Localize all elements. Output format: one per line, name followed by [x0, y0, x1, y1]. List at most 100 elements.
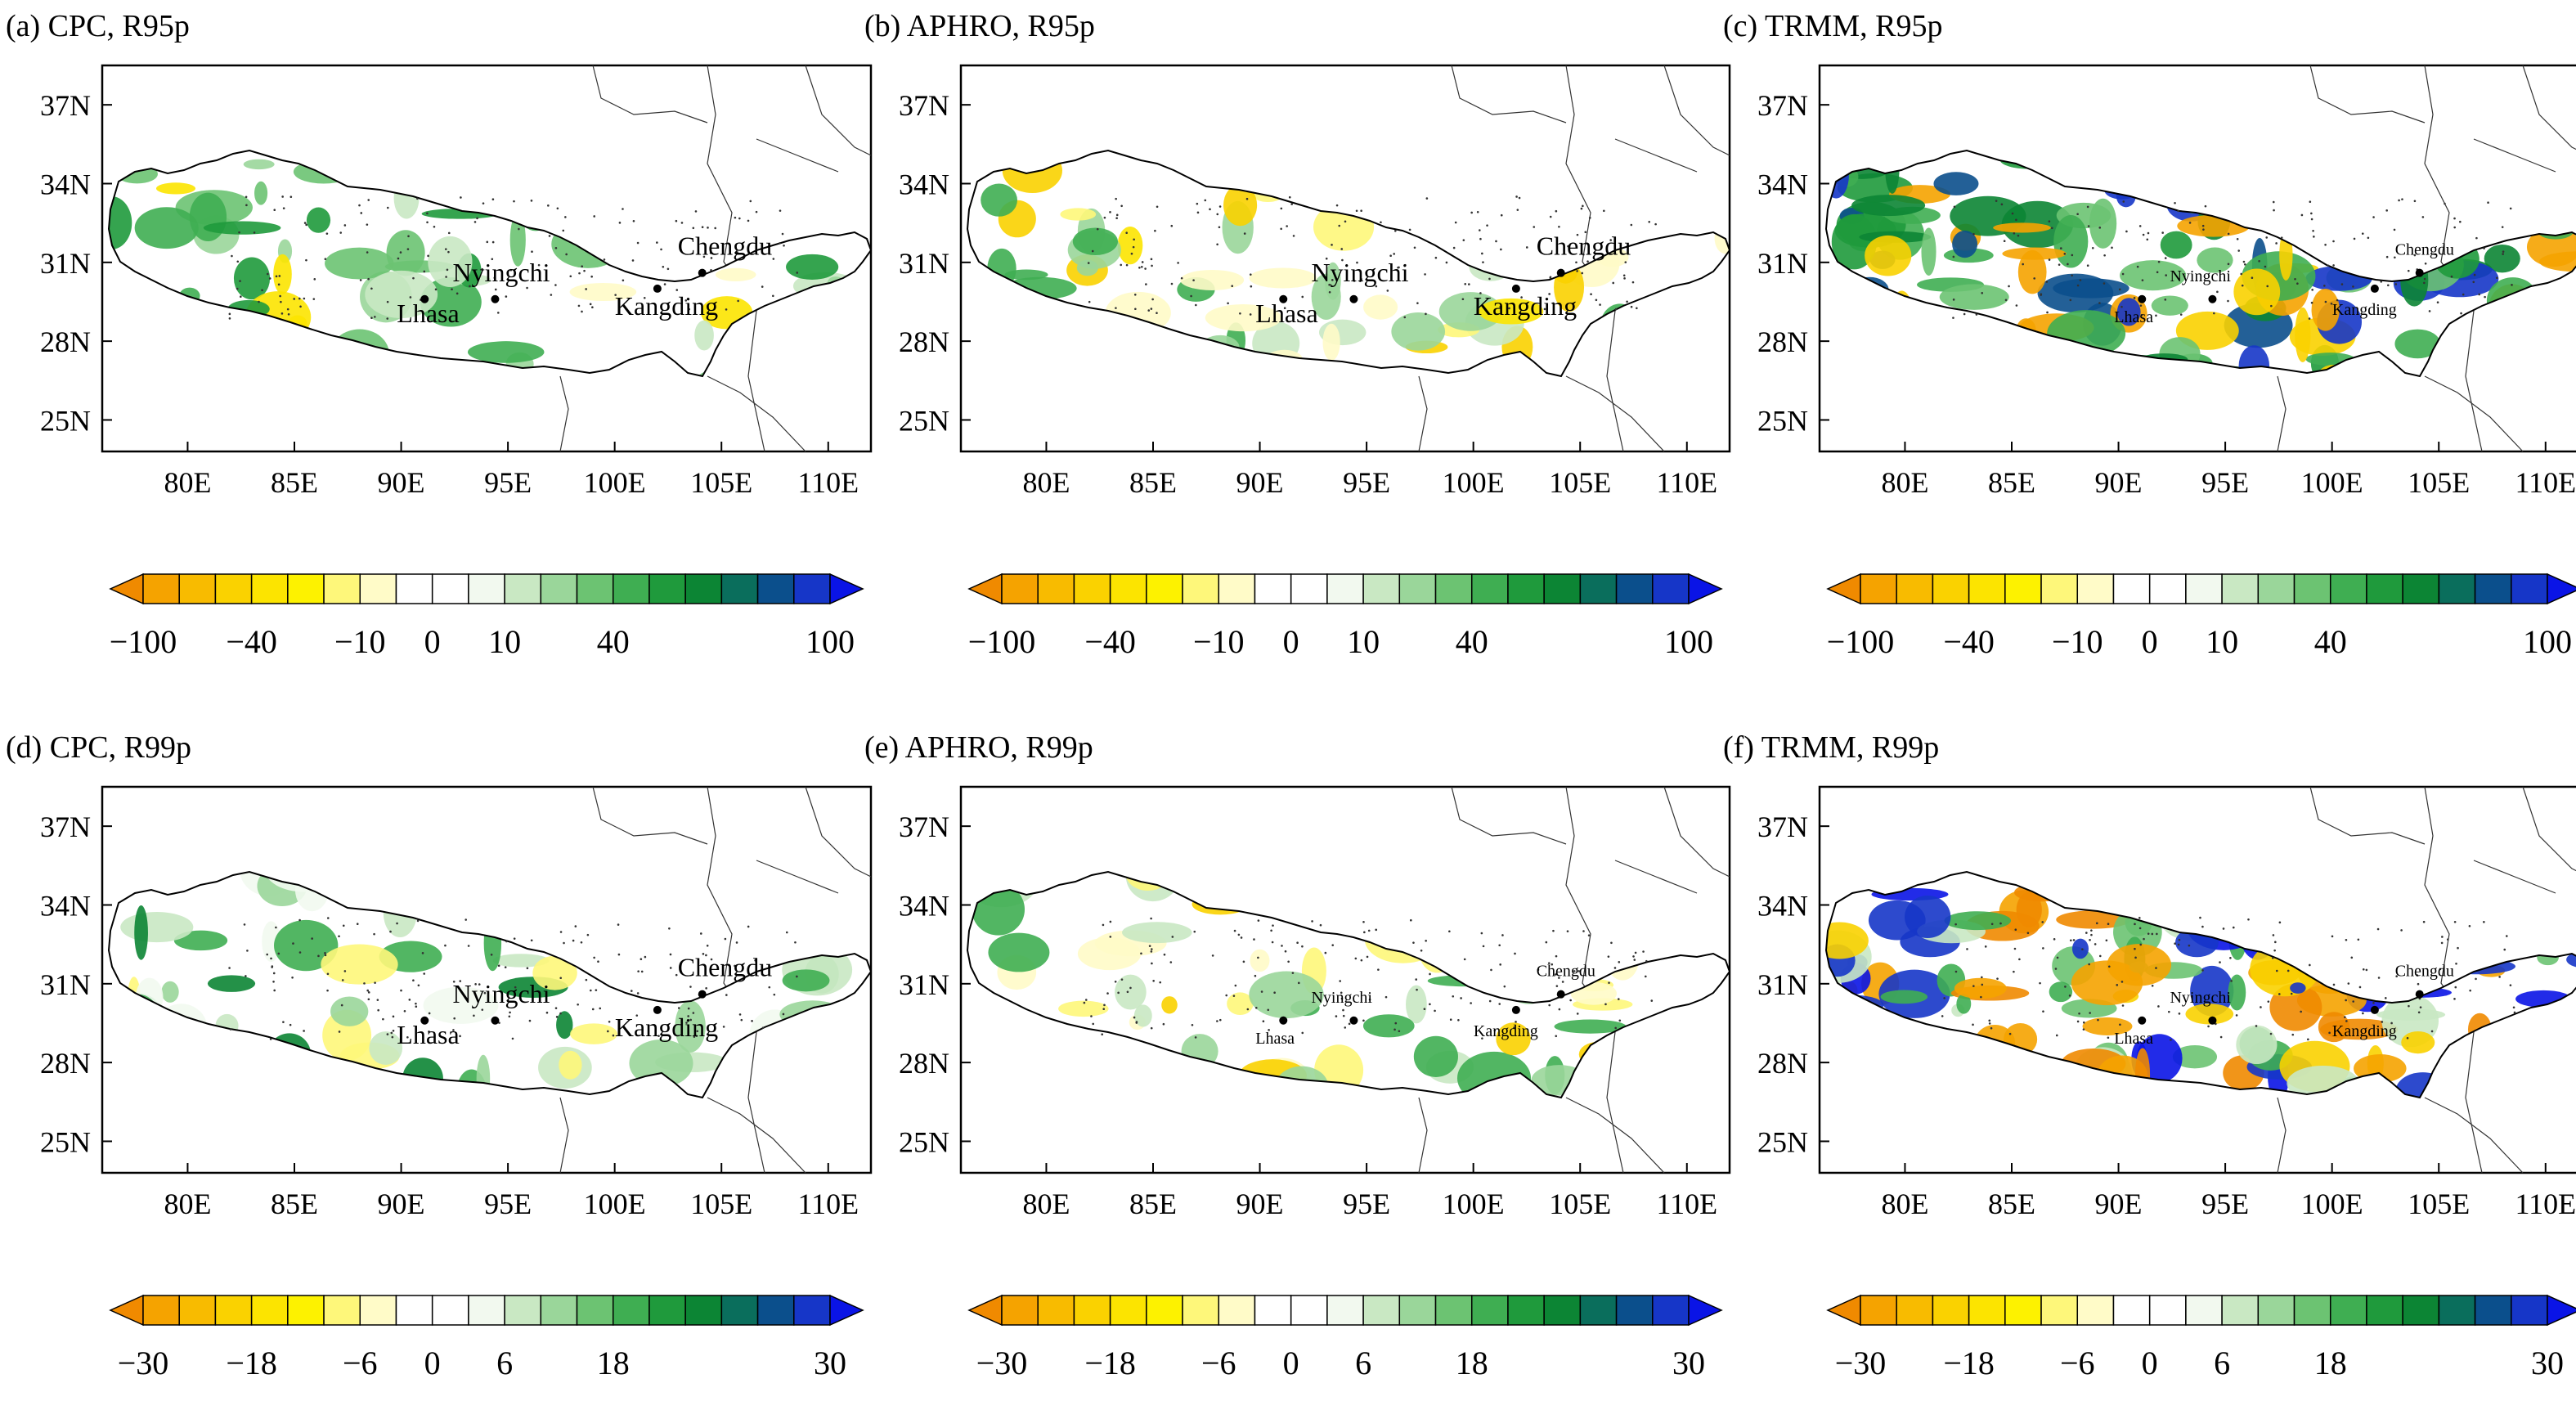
colorbar-tick-label: −6 [343, 1345, 378, 1381]
colorbar-cell [2185, 573, 2223, 604]
colorbar-tick-label: −6 [2060, 1345, 2095, 1381]
lon-tick-label: 85E [1988, 1188, 2035, 1220]
lon-tick-label: 105E [1549, 466, 1611, 499]
colorbar-tick-label: −18 [1943, 1345, 1995, 1381]
lat-tick-label: 31N [40, 968, 91, 1001]
panel-title: (e) APHRO, R99p [864, 730, 1093, 765]
lon-tick-label: 80E [1881, 1188, 1928, 1220]
province-boundaries [559, 786, 872, 1174]
colorbar-tick-label: 0 [424, 623, 441, 660]
lat-tick-label: 28N [40, 326, 91, 358]
colorbar-cell [2366, 1295, 2403, 1326]
colorbar-tick-label: 0 [2142, 623, 2158, 660]
colorbar-tick-label: 6 [2214, 1345, 2230, 1381]
lon-tick-label: 100E [584, 466, 646, 499]
colorbar-cell [2185, 1295, 2223, 1326]
colorbar: −100 −40 −10 0 10 40 100 [967, 573, 1723, 660]
colorbar-cell [2257, 1295, 2296, 1326]
colorbar-cell [2474, 573, 2512, 604]
colorbar-cell [1579, 1295, 1618, 1326]
lon-tick-label: 80E [1022, 466, 1070, 499]
colorbar-tick-label: 0 [1283, 1345, 1299, 1381]
lat-tick-label: 28N [1757, 326, 1808, 358]
colorbar-cell [142, 573, 180, 604]
colorbar-tick-label: −100 [1827, 623, 1895, 660]
colorbar-cell [684, 1295, 723, 1326]
colorbar-tick-label: −18 [1084, 1345, 1136, 1381]
colorbar-cell [178, 1295, 217, 1326]
colorbar-cell [287, 573, 325, 604]
city-label: Nyingchi [1311, 258, 1408, 287]
city-marker [653, 284, 662, 293]
colorbar-tick-label: 100 [1664, 623, 1713, 660]
colorbar-tick-label: 10 [1347, 623, 1380, 660]
colorbar-cell [756, 1295, 795, 1326]
lat-tick-label: 31N [1757, 968, 1808, 1001]
colorbar-cell [1182, 1295, 1220, 1326]
map-panel: (c) TRMM, R95p Nyingchi Lhasa Chengdu Kangdi… [1723, 9, 2576, 660]
colorbar-cell [1652, 1295, 1690, 1326]
city-label: Lhasa [397, 1020, 459, 1049]
city-marker [420, 1016, 429, 1025]
lat-tick-label: 25N [899, 404, 949, 437]
lon-tick-label: 90E [2095, 1188, 2143, 1220]
city-marker [698, 990, 707, 999]
colorbar-tick-label: −10 [2052, 623, 2103, 660]
colorbar-cell [504, 1295, 542, 1326]
lon-tick-label: 80E [164, 1188, 211, 1220]
colorbar-cell [1470, 573, 1509, 604]
city-label: Chengdu [678, 953, 773, 982]
colorbar-cell [1073, 573, 1111, 604]
lon-tick-label: 100E [2301, 1188, 2363, 1220]
city-marker [1556, 268, 1565, 277]
panels-group: (a) CPC, R95p Nyingchi Lhasa Chengdu Kangdin… [6, 9, 2576, 1381]
province-boundaries [1418, 65, 1730, 452]
colorbar-cell [1218, 1295, 1256, 1326]
city-label: Kangding [2332, 301, 2397, 319]
colorbar-tick-label: −40 [226, 623, 277, 660]
colorbar-cell [1254, 573, 1292, 604]
colorbar-tick-label: −30 [1835, 1345, 1887, 1381]
lat-tick-label: 28N [899, 1047, 949, 1080]
colorbar-cell [576, 573, 614, 604]
lat-tick-label: 37N [899, 811, 949, 843]
colorbar-cell [2293, 573, 2331, 604]
city-label: Kangding [615, 291, 718, 321]
colorbar-cell [1290, 573, 1328, 604]
lat-tick-label: 34N [1757, 889, 1808, 922]
colorbar-cell [142, 1295, 180, 1326]
colorbar-cell [2112, 573, 2151, 604]
city-label: Chengdu [1537, 231, 1631, 261]
city-label: Kangding [2332, 1022, 2397, 1040]
colorbar-cell [1182, 573, 1220, 604]
colorbar-cell [2511, 1295, 2548, 1326]
map-panel: (d) CPC, R99p Nyingchi Lhasa Chengdu Kangdin… [6, 730, 873, 1381]
city-marker [2138, 294, 2147, 303]
lat-tick-label: 31N [1757, 247, 1808, 280]
lon-tick-label: 110E [1656, 466, 1717, 499]
lon-tick-label: 95E [2201, 466, 2249, 499]
colorbar-cell [2040, 573, 2079, 604]
lon-tick-label: 95E [1343, 466, 1390, 499]
lat-tick-label: 37N [40, 811, 91, 843]
city-marker [653, 1005, 662, 1014]
colorbar-tick-label: 100 [806, 623, 855, 660]
colorbar-cell [2366, 573, 2403, 604]
colorbar-cell [1615, 1295, 1654, 1326]
colorbar-cell [1434, 1295, 1473, 1326]
colorbar-cell [1652, 573, 1690, 604]
significance-stipple [228, 195, 799, 320]
significance-stipple [1083, 917, 1654, 1040]
colorbar-tick-label: 30 [1672, 1345, 1705, 1381]
map-panel: (b) APHRO, R95p Nyingchi Lhasa Chengdu Kangd… [864, 9, 1731, 660]
lon-tick-label: 100E [2301, 466, 2363, 499]
colorbar: −30 −18 −6 0 6 18 30 [1826, 1294, 2576, 1381]
colorbar: −100 −40 −10 0 10 40 100 [1826, 573, 2576, 660]
colorbar-cell [2112, 1295, 2151, 1326]
lat-tick-label: 34N [40, 889, 91, 922]
lon-tick-label: 80E [1022, 1188, 1070, 1220]
colorbar-cell [2040, 1295, 2079, 1326]
colorbar-cell [2329, 1295, 2367, 1326]
lat-tick-label: 28N [899, 326, 949, 358]
colorbar-tick-label: −18 [226, 1345, 277, 1381]
